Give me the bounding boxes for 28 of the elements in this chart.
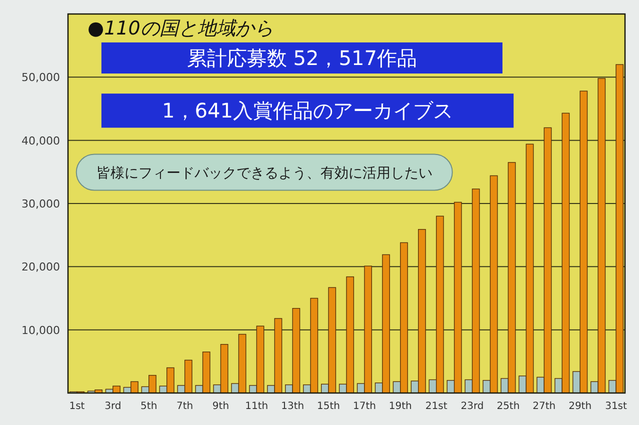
x-tick-label: 13th [281,401,304,412]
annotation: 皆様にフィードバックできるよう、有効に活用したい [76,154,453,191]
x-tick-label: 17th [352,401,376,412]
annotation: ●110の国と地域から [88,18,274,40]
x-tick-label: 9th [212,401,230,412]
annotation: 累計応募数 52，517作品 [101,42,502,74]
y-tick-label: 40,000 [22,134,60,148]
x-tick-label: 21st [425,401,448,412]
y-tick-label: 20,000 [22,260,60,274]
x-tick-label: 19th [388,401,412,412]
x-tick-label: 31st [605,401,627,412]
x-tick-label: 1st [69,401,85,412]
annotation: 皆様にフィードバックできるよう、有効に活用したい [96,166,432,182]
x-tick-label: 27th [532,401,556,412]
x-tick-label: 11th [245,401,268,412]
annotation: 累計応募数 52，517作品 [186,46,417,70]
x-tick-label: 7th [176,401,194,412]
annotation: 1，641入賞作品のアーカイブス [162,98,453,123]
x-tick-label: 15th [317,401,340,412]
x-tick-label: 5th [140,401,158,412]
x-tick-label: 3rd [104,401,122,412]
y-tick-label: 10,000 [22,324,60,337]
annotation: 1，641入賞作品のアーカイブス [101,94,514,128]
x-tick-label: 25th [496,401,520,412]
y-tick-label: 50,000 [22,71,60,84]
x-tick-label: 29th [568,401,592,412]
x-tick-label: 23rd [460,401,484,412]
y-tick-label: 30,000 [22,198,60,210]
